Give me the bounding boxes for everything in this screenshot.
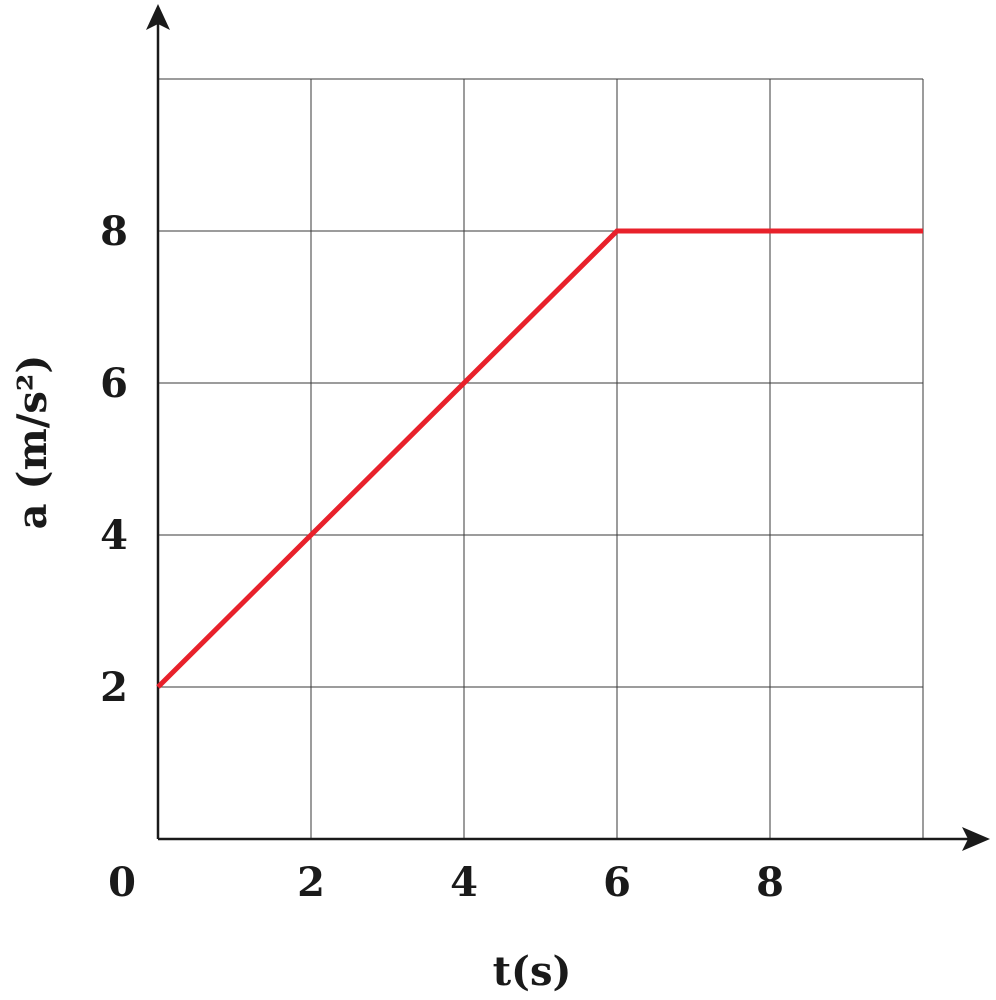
x-tick-label: 2 (297, 859, 325, 906)
x-tick-label: 8 (756, 859, 784, 906)
y-axis-arrow-icon (146, 4, 170, 30)
grid (158, 78, 924, 839)
x-tick-label: 4 (450, 859, 478, 906)
series-layer (156, 228, 923, 689)
y-tick-label: 4 (100, 512, 128, 559)
series-line (156, 228, 923, 689)
origin-label: 0 (108, 859, 136, 906)
y-axis-title: a (m/s²) (9, 355, 56, 530)
x-tick-label: 6 (603, 859, 631, 906)
x-axis-arrow-icon (962, 827, 990, 851)
y-tick-label: 6 (100, 360, 128, 407)
axes (146, 4, 990, 851)
tick-labels: 0 2 4 6 8 2 4 6 8 (100, 208, 784, 906)
x-axis-title: t(s) (493, 948, 572, 995)
y-tick-label: 2 (100, 664, 128, 711)
y-tick-label: 8 (100, 208, 128, 255)
